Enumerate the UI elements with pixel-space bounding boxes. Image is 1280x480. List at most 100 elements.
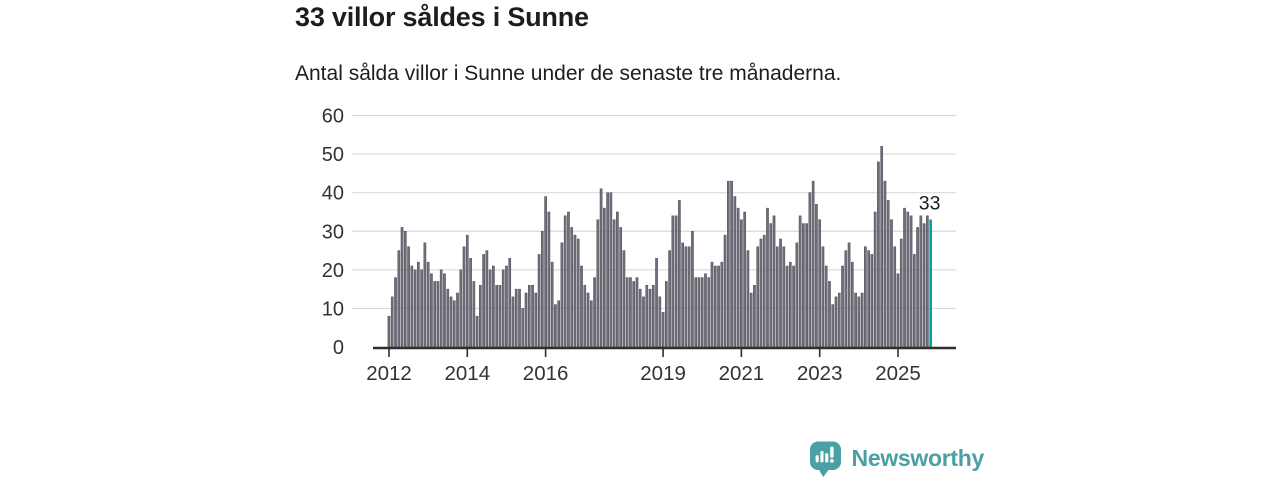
newsworthy-logo-icon bbox=[809, 441, 841, 477]
newsworthy-brand-text: Newsworthy bbox=[851, 444, 985, 471]
bar bbox=[583, 285, 587, 348]
bar bbox=[824, 265, 828, 348]
x-axis-label: 2016 bbox=[523, 362, 569, 385]
bar bbox=[452, 300, 456, 348]
bar bbox=[782, 246, 786, 348]
bar bbox=[769, 223, 773, 348]
bar bbox=[638, 288, 642, 348]
bar bbox=[400, 227, 404, 348]
y-axis-label: 0 bbox=[333, 337, 344, 359]
bar bbox=[469, 258, 472, 348]
bar bbox=[612, 219, 616, 348]
bar bbox=[488, 269, 492, 348]
bar bbox=[423, 242, 427, 348]
bar bbox=[606, 192, 609, 348]
y-axis-label: 60 bbox=[322, 106, 344, 128]
bar bbox=[919, 215, 923, 348]
bar bbox=[511, 296, 515, 348]
bar bbox=[850, 261, 854, 348]
bar bbox=[733, 196, 737, 348]
bar bbox=[766, 207, 769, 348]
bar bbox=[736, 207, 740, 348]
bar bbox=[821, 246, 825, 348]
bar bbox=[691, 231, 694, 348]
bar bbox=[603, 207, 606, 348]
x-axis-label: 2014 bbox=[445, 362, 491, 385]
bar bbox=[403, 231, 407, 348]
bar bbox=[792, 265, 795, 348]
bar bbox=[668, 250, 671, 348]
bar bbox=[837, 292, 841, 348]
bar bbox=[563, 215, 567, 348]
bar bbox=[707, 277, 711, 348]
bar bbox=[518, 288, 521, 348]
chart-subtitle: Antal sålda villor i Sunne under de sena… bbox=[295, 62, 842, 85]
bar bbox=[433, 281, 437, 348]
bar bbox=[397, 250, 401, 348]
bar bbox=[387, 315, 391, 348]
bar bbox=[713, 265, 717, 348]
bar bbox=[390, 296, 394, 348]
bar bbox=[456, 292, 459, 348]
bar bbox=[916, 227, 919, 348]
bar bbox=[560, 242, 564, 348]
logo-exclamation-stem bbox=[829, 446, 834, 458]
bar bbox=[531, 285, 534, 348]
bar bbox=[762, 234, 766, 348]
bar bbox=[625, 277, 629, 348]
x-axis-label: 2012 bbox=[366, 362, 412, 385]
bar bbox=[815, 204, 818, 348]
y-axis-label: 40 bbox=[322, 183, 344, 205]
x-axis-label: 2021 bbox=[719, 362, 765, 385]
bar bbox=[808, 192, 812, 348]
bar bbox=[651, 285, 655, 348]
bar bbox=[635, 277, 639, 348]
bar bbox=[648, 288, 652, 348]
bar bbox=[834, 296, 838, 348]
bar bbox=[589, 300, 593, 348]
bar bbox=[465, 234, 469, 348]
bar bbox=[775, 246, 779, 348]
bar bbox=[514, 288, 518, 348]
bar bbox=[541, 231, 544, 348]
bar bbox=[912, 254, 916, 348]
bar bbox=[655, 258, 658, 348]
bar bbox=[805, 223, 808, 348]
x-axis-label: 2019 bbox=[640, 362, 686, 385]
bar bbox=[818, 219, 822, 348]
bar bbox=[472, 281, 476, 348]
bar bbox=[740, 219, 743, 348]
bar bbox=[498, 285, 502, 348]
bar bbox=[671, 215, 675, 348]
bar bbox=[864, 246, 867, 348]
bar bbox=[505, 265, 508, 348]
bar bbox=[557, 300, 560, 348]
bar bbox=[554, 304, 557, 348]
page-title: 33 villor såldes i Sunne bbox=[295, 2, 589, 32]
bar bbox=[586, 292, 590, 348]
bar bbox=[527, 285, 531, 348]
bar bbox=[789, 261, 792, 348]
logo-exclamation-dot bbox=[829, 458, 834, 463]
bar bbox=[749, 292, 753, 348]
bar bbox=[860, 292, 864, 348]
bar bbox=[893, 246, 897, 348]
bar bbox=[645, 285, 649, 348]
bar bbox=[417, 261, 420, 348]
bar bbox=[877, 161, 880, 348]
bar bbox=[521, 308, 525, 348]
bar bbox=[802, 223, 805, 348]
logo-bar-medium bbox=[824, 452, 828, 462]
bar bbox=[567, 211, 570, 348]
bar bbox=[642, 296, 645, 348]
bar bbox=[459, 269, 463, 348]
newsworthy-brand: Newsworthy bbox=[807, 438, 984, 478]
bar bbox=[622, 250, 626, 348]
bar bbox=[720, 261, 724, 348]
bar bbox=[704, 273, 707, 348]
bar bbox=[475, 315, 479, 348]
bar bbox=[573, 234, 577, 348]
bar bbox=[674, 215, 678, 348]
bar bbox=[665, 281, 668, 348]
